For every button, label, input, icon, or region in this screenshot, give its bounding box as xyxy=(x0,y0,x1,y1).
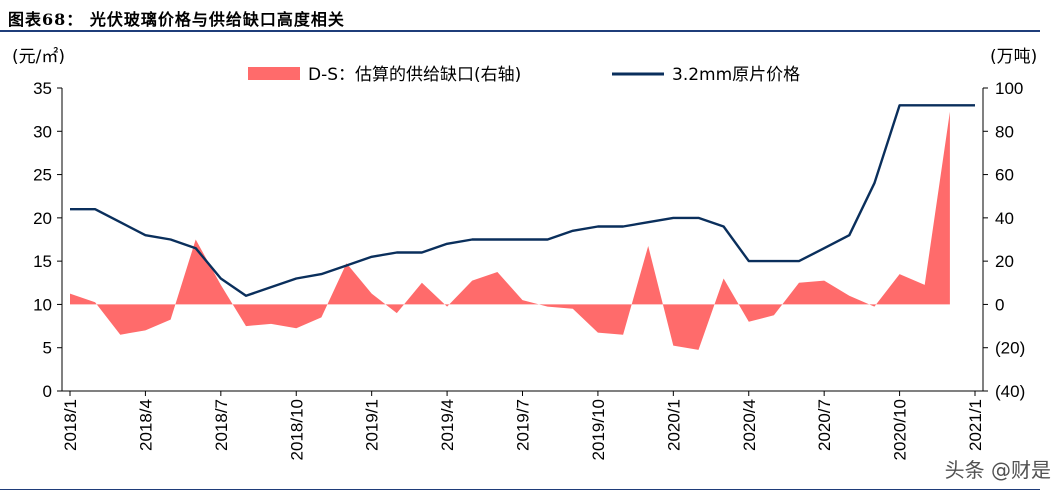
x-tick-label: 2019/10 xyxy=(589,399,608,460)
right-axis-ticks: (40) (20) 0 20 40 60 80 100 xyxy=(983,79,1025,401)
left-axis-unit: (元/㎡) xyxy=(12,47,65,67)
footer-divider xyxy=(0,489,1040,490)
left-tick-label: 30 xyxy=(33,122,52,141)
legend: D-S：估算的供给缺口(右轴) 3.2mm原片价格 xyxy=(248,65,800,85)
supply-gap-area xyxy=(70,111,950,350)
right-axis-unit: (万吨) xyxy=(990,47,1037,67)
legend-label-area: D-S：估算的供给缺口(右轴) xyxy=(308,65,521,85)
right-tick-label: 20 xyxy=(995,252,1014,271)
figure-header: 图表68： 光伏玻璃价格与供给缺口高度相关 xyxy=(0,0,1061,32)
left-tick-label: 15 xyxy=(33,252,52,271)
chart: (元/㎡) (万吨) D-S：估算的供给缺口(右轴) 3.2mm原片价格 0 5 1… xyxy=(12,47,1037,460)
left-tick-label: 25 xyxy=(33,166,52,185)
x-axis-ticks: 2018/1 2018/4 2018/7 2018/10 2019/1 2019/4 201… xyxy=(61,391,985,460)
header-divider xyxy=(0,30,1040,32)
right-tick-label: 60 xyxy=(995,166,1014,185)
x-tick-label: 2020/7 xyxy=(815,399,834,451)
page-title: 图表68： 光伏玻璃价格与供给缺口高度相关 xyxy=(8,10,345,29)
legend-swatch-area xyxy=(248,67,300,80)
right-tick-label: 0 xyxy=(995,295,1004,314)
right-tick-label: 40 xyxy=(995,209,1014,228)
right-tick-label: (20) xyxy=(995,339,1025,358)
left-tick-label: 10 xyxy=(33,295,52,314)
left-tick-label: 5 xyxy=(43,339,52,358)
x-tick-label: 2020/1 xyxy=(664,399,683,451)
x-tick-label: 2019/7 xyxy=(514,399,533,451)
price-line xyxy=(70,104,975,297)
left-tick-label: 35 xyxy=(33,79,52,98)
left-tick-label: 0 xyxy=(43,382,52,401)
right-tick-label: 80 xyxy=(995,122,1014,141)
x-tick-label: 2021/1 xyxy=(966,399,985,451)
x-tick-label: 2020/4 xyxy=(740,399,759,451)
watermark: 头条 @财是 xyxy=(944,458,1051,482)
x-tick-label: 2019/1 xyxy=(363,399,382,451)
x-tick-label: 2019/4 xyxy=(438,399,457,451)
x-tick-label: 2018/4 xyxy=(136,399,155,451)
left-tick-label: 20 xyxy=(33,209,52,228)
left-axis-ticks: 0 5 10 15 20 25 30 35 xyxy=(33,79,62,401)
x-tick-label: 2020/10 xyxy=(891,399,910,460)
x-tick-label: 2018/10 xyxy=(287,399,306,460)
x-tick-label: 2018/7 xyxy=(212,399,231,451)
legend-label-line: 3.2mm原片价格 xyxy=(672,65,800,85)
right-tick-label: (40) xyxy=(995,382,1025,401)
right-tick-label: 100 xyxy=(995,79,1023,98)
x-tick-label: 2018/1 xyxy=(61,399,80,451)
